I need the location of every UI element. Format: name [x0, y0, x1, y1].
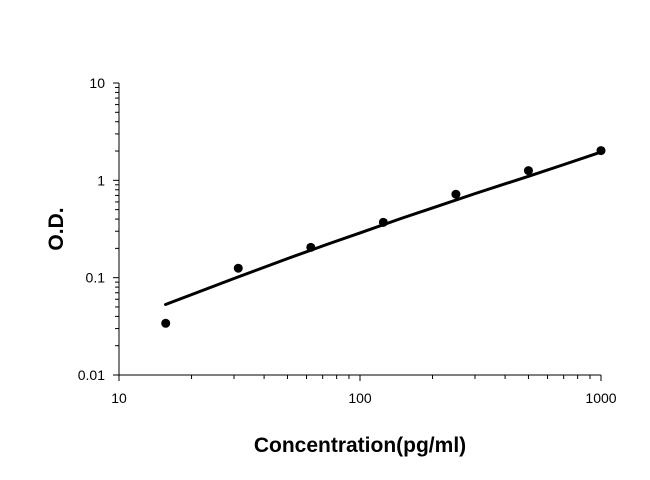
tick-labels: 0.01 0.1 1 10 10 100 1000	[78, 75, 617, 406]
data-point	[378, 217, 388, 227]
data-point	[306, 242, 316, 252]
data-points	[161, 146, 606, 328]
y-tick-label: 0.01	[78, 367, 105, 383]
data-point	[451, 189, 461, 199]
fit-curve-group	[164, 150, 603, 306]
x-tick-label: 1000	[585, 390, 616, 406]
data-point	[596, 146, 606, 156]
axes	[118, 83, 601, 376]
fit-curve-line	[164, 150, 603, 306]
y-tick-label: 1	[97, 172, 105, 188]
y-tick-label: 0.1	[86, 270, 106, 286]
y-tick-label: 10	[89, 75, 105, 91]
axis-ticks	[113, 82, 602, 381]
data-point	[161, 318, 171, 328]
x-tick-label: 100	[348, 390, 372, 406]
y-axis-title: O.D.	[45, 207, 68, 250]
data-point	[523, 166, 533, 176]
x-tick-label: 10	[111, 390, 127, 406]
data-point	[233, 263, 243, 273]
x-axis-title: Concentration(pg/ml)	[254, 434, 466, 457]
